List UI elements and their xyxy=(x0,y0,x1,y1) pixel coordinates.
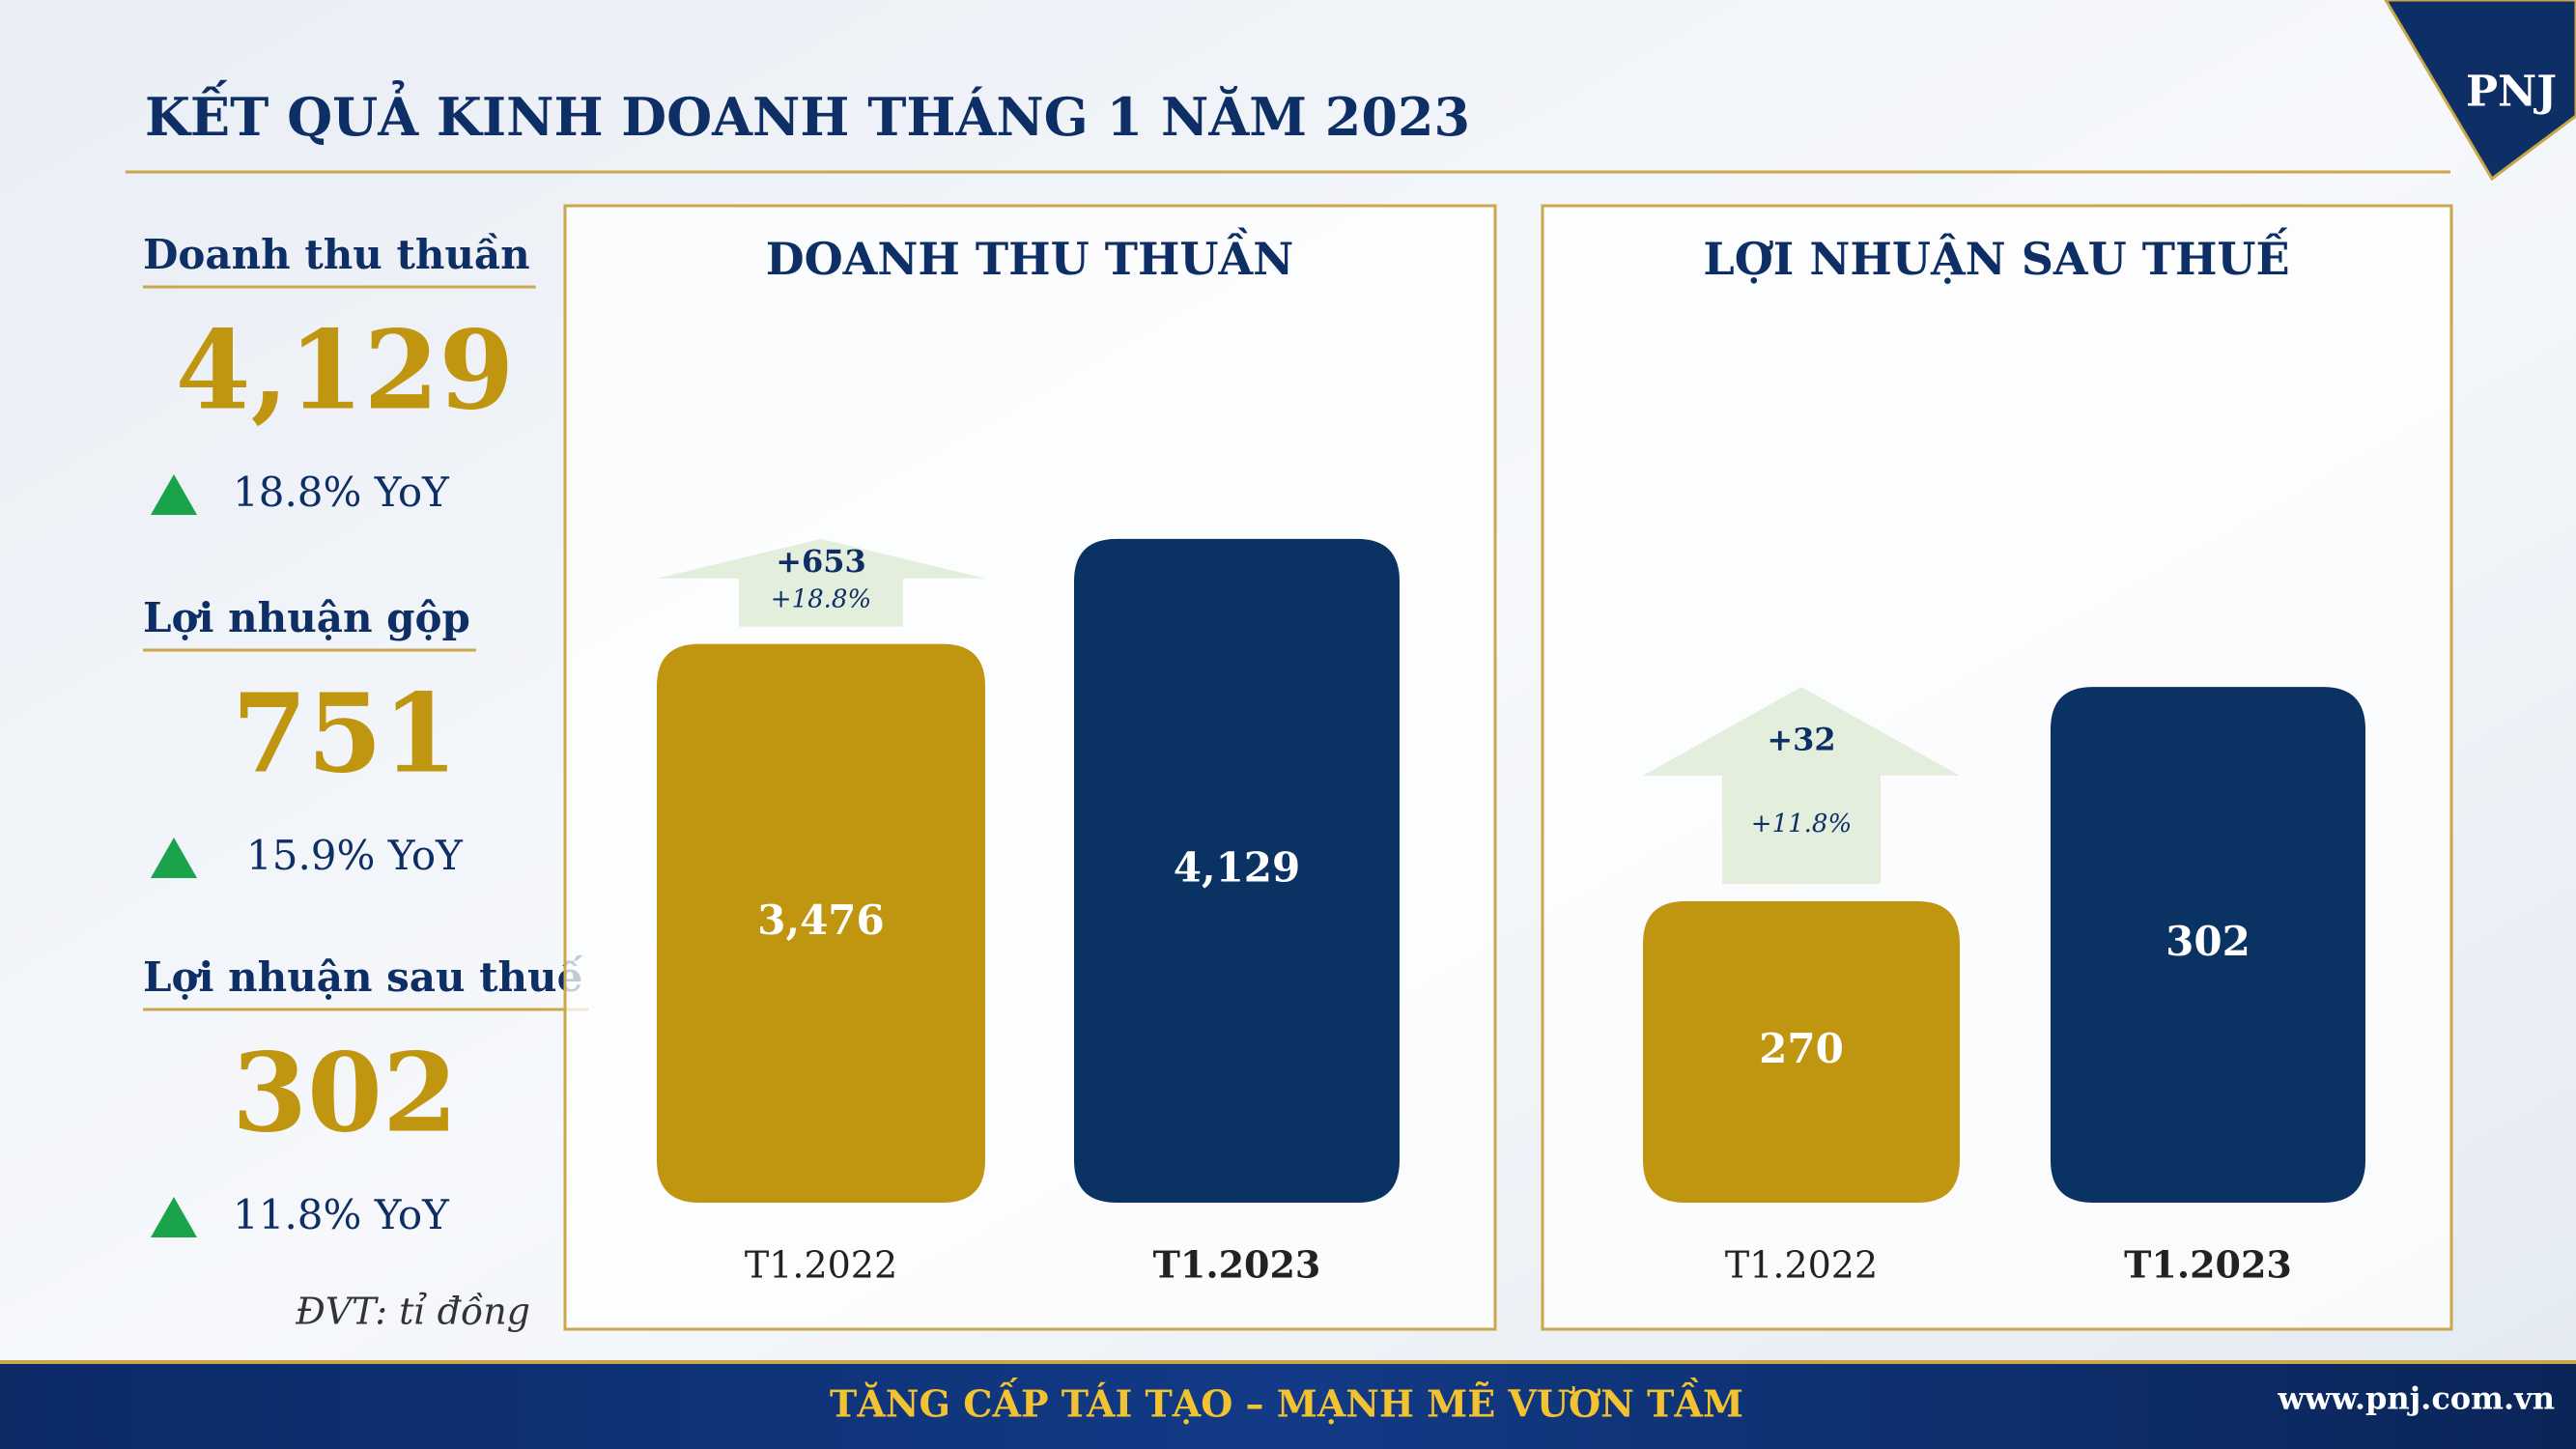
footer-band xyxy=(0,1362,2576,1449)
kpi-change: 15.9% YoY xyxy=(246,832,464,879)
unit-note: ĐVT: tỉ đồng xyxy=(295,1291,530,1333)
logo: PNJ xyxy=(2466,68,2557,117)
bar xyxy=(1643,901,1960,1203)
chart-title: LỢI NHUẬN SAU THUẾ xyxy=(1703,226,2289,285)
bar xyxy=(657,643,985,1203)
logo-badge xyxy=(2384,0,2576,182)
website: www.pnj.com.vn xyxy=(2277,1380,2555,1417)
kpi-value: 302 xyxy=(232,1030,458,1156)
change-percent: +11.8% xyxy=(1751,810,1852,838)
up-triangle xyxy=(151,1197,197,1237)
kpi-label: Doanh thu thuần xyxy=(143,231,530,278)
title: KẾT QUẢ KINH DOANH THÁNG 1 NĂM 2023 xyxy=(145,79,1470,148)
chart-title: DOANH THU THUẦN xyxy=(766,227,1294,285)
up-triangle xyxy=(151,838,197,878)
category-label: T1.2022 xyxy=(745,1244,897,1287)
kpi-change: 11.8% YoY xyxy=(233,1191,450,1238)
kpi-value: 4,129 xyxy=(176,307,515,434)
value-label: 270 xyxy=(1759,1025,1844,1072)
charts: DOANH THU THUẦN 3,476 T1.2022 4,129 T1.2023 +… xyxy=(657,226,2365,1287)
category-label: T1.2023 xyxy=(2124,1243,2292,1287)
kpi-panel: Doanh thu thuần 4,129 18.8% YoY Lợi nhuận g… xyxy=(143,231,589,1238)
change-arrow xyxy=(657,538,985,627)
value-label: 302 xyxy=(2166,918,2250,965)
value-label: 4,129 xyxy=(1174,843,1301,891)
change-label: +32 xyxy=(1767,722,1835,758)
bar xyxy=(1074,538,1400,1203)
kpi-change: 18.8% YoY xyxy=(233,469,450,516)
category-label: T1.2023 xyxy=(1153,1243,1321,1287)
change-arrow xyxy=(1643,687,1960,884)
kpi-label: Lợi nhuận sau thuế xyxy=(143,953,583,1001)
kpi-value: 751 xyxy=(232,670,458,797)
up-triangle xyxy=(151,474,197,515)
change-percent: +18.8% xyxy=(771,584,871,613)
value-label: 3,476 xyxy=(757,896,885,944)
change-label: +653 xyxy=(776,543,866,580)
category-label: T1.2022 xyxy=(1725,1244,1878,1287)
kpi-label: Lợi nhuận gộp xyxy=(143,594,470,641)
bar xyxy=(2051,687,2365,1203)
slogan: TĂNG CẤP TÁI TẠO – MẠNH MẼ VƯƠN TẦM xyxy=(830,1378,1743,1426)
